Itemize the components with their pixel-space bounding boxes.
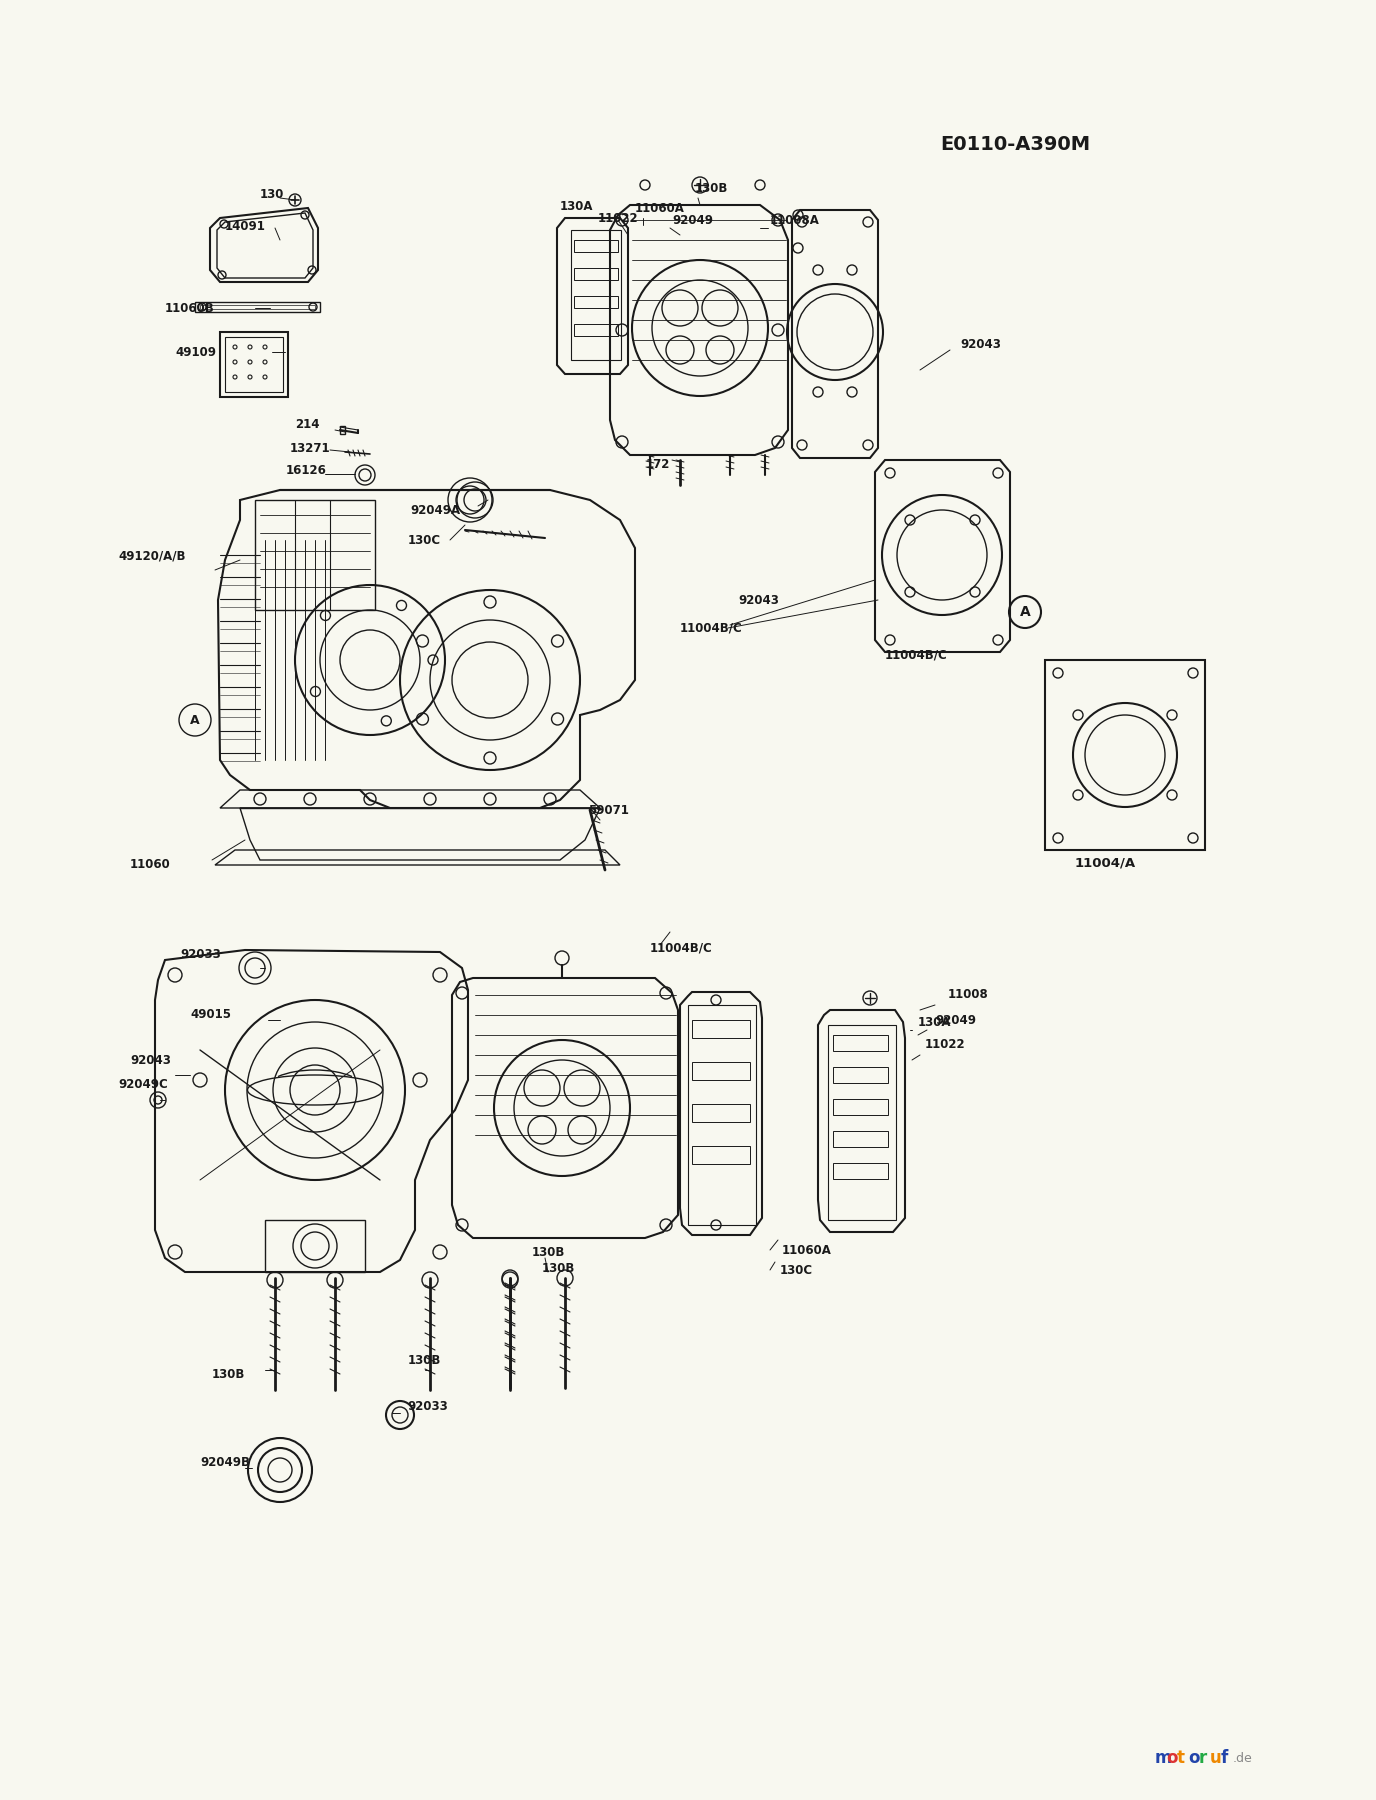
Text: 92049: 92049 (671, 214, 713, 227)
Text: 11008: 11008 (948, 988, 989, 1001)
Text: 11022: 11022 (599, 212, 638, 225)
Bar (692, 1062, 750, 1080)
Text: 11060A: 11060A (782, 1244, 832, 1256)
Text: 130B: 130B (695, 182, 728, 194)
Text: 92043: 92043 (738, 594, 779, 607)
Text: o: o (1165, 1750, 1178, 1768)
Bar (1044, 661, 1205, 850)
Text: 92033: 92033 (180, 949, 220, 961)
Text: 11004B/C: 11004B/C (649, 941, 713, 954)
Bar (692, 1103, 750, 1121)
Text: 92049B: 92049B (200, 1456, 250, 1469)
Bar (832, 1130, 888, 1147)
Bar (832, 1163, 888, 1179)
Text: 92049A: 92049A (410, 504, 460, 517)
Bar (220, 331, 288, 398)
Text: m: m (1154, 1750, 1172, 1768)
Text: 130A: 130A (560, 200, 593, 212)
Text: 11004/A: 11004/A (1075, 857, 1137, 869)
Text: 59071: 59071 (588, 803, 629, 817)
Text: 92043: 92043 (960, 338, 1000, 351)
Bar (574, 324, 618, 337)
Bar (574, 268, 618, 281)
Text: 130A: 130A (918, 1015, 951, 1028)
Bar (688, 1004, 755, 1226)
Text: t: t (1176, 1750, 1185, 1768)
Text: 92049C: 92049C (118, 1078, 168, 1091)
Text: 130C: 130C (780, 1264, 813, 1276)
Text: .de: .de (1233, 1751, 1252, 1764)
Bar (574, 239, 618, 252)
Text: 14091: 14091 (226, 220, 266, 232)
Text: A: A (190, 713, 200, 727)
Bar (832, 1035, 888, 1051)
Text: 130: 130 (260, 187, 285, 200)
Text: 214: 214 (294, 418, 319, 430)
Bar (571, 230, 621, 360)
Text: 49015: 49015 (190, 1008, 231, 1022)
Text: E0110-A390M: E0110-A390M (940, 135, 1090, 155)
Text: o: o (1187, 1750, 1200, 1768)
Text: 49120/A/B: 49120/A/B (118, 549, 186, 562)
Text: u: u (1210, 1750, 1222, 1768)
Text: 130B: 130B (533, 1246, 566, 1258)
Text: 11022: 11022 (925, 1039, 966, 1051)
Text: 13271: 13271 (290, 441, 330, 454)
Text: 92033: 92033 (407, 1400, 447, 1413)
Text: 130B: 130B (542, 1262, 575, 1274)
Bar (692, 1147, 750, 1165)
Bar (226, 337, 283, 392)
Text: 92043: 92043 (129, 1053, 171, 1066)
Text: 130B: 130B (409, 1354, 442, 1366)
Text: 11004B/C: 11004B/C (680, 621, 743, 635)
Text: 92049: 92049 (936, 1013, 976, 1026)
Text: 16126: 16126 (286, 463, 327, 477)
Bar (832, 1067, 888, 1084)
Bar (340, 427, 345, 434)
Text: r: r (1198, 1750, 1207, 1768)
Bar (832, 1100, 888, 1114)
Text: f: f (1221, 1750, 1229, 1768)
Text: 130B: 130B (212, 1368, 245, 1382)
Text: 11060A: 11060A (634, 202, 685, 214)
Text: 11060: 11060 (129, 859, 171, 871)
Text: 11008A: 11008A (771, 214, 820, 227)
Text: A: A (1020, 605, 1031, 619)
Text: 172: 172 (645, 459, 670, 472)
Bar (255, 500, 376, 610)
Text: 130C: 130C (409, 533, 442, 547)
Text: 49109: 49109 (175, 346, 216, 358)
Bar (828, 1024, 896, 1220)
Text: 11004B/C: 11004B/C (885, 648, 948, 662)
Bar (692, 1021, 750, 1039)
Text: 11060B: 11060B (165, 301, 215, 315)
Bar (574, 295, 618, 308)
